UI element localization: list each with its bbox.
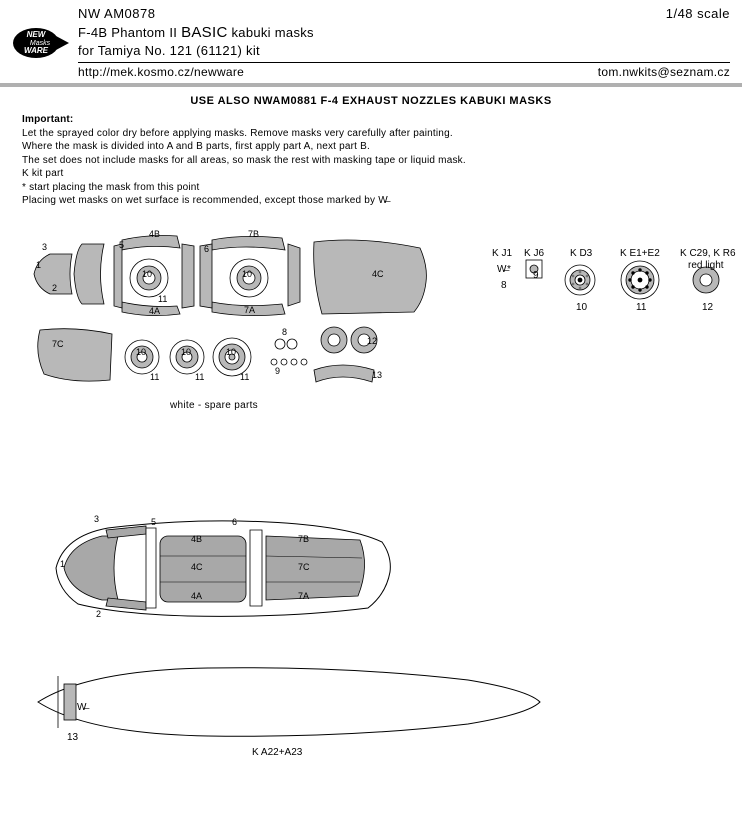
mask-label: 4B bbox=[149, 229, 160, 239]
ref-label: 9 bbox=[533, 270, 539, 281]
mask-label: 9 bbox=[275, 366, 280, 376]
mask-label: 10 bbox=[242, 269, 252, 279]
canopy-label: 5 bbox=[151, 517, 156, 527]
product-subtitle: for Tamiya No. 121 (61121) kit bbox=[78, 43, 730, 58]
mask-label: 10 bbox=[181, 347, 191, 357]
ref-label: 12 bbox=[702, 302, 713, 313]
ref-label: * bbox=[507, 264, 511, 275]
mask-label: 10 bbox=[136, 347, 146, 357]
ref-label: 11 bbox=[636, 302, 646, 313]
ref-label: K A22+A23 bbox=[252, 747, 302, 758]
mask-label: 1 bbox=[36, 260, 41, 270]
product-title: F-4B Phantom II BASIC kabuki masks bbox=[78, 24, 730, 41]
canopy-label: 7A bbox=[298, 591, 309, 601]
canopy-label: 4C bbox=[191, 562, 203, 572]
ref-label: W̶ bbox=[77, 702, 86, 713]
brand-logo: NEW Masks WARE bbox=[12, 22, 70, 64]
mask-label: 6 bbox=[204, 244, 209, 254]
ref-label: K C29, K R6 bbox=[680, 248, 736, 259]
canopy-label: 6 bbox=[232, 517, 237, 527]
instructions: Important: Let the sprayed color dry bef… bbox=[22, 113, 720, 208]
instruction-line: K kit part bbox=[22, 167, 720, 181]
mask-label: 13 bbox=[372, 370, 382, 380]
canopy-label: 2 bbox=[96, 609, 101, 619]
mask-label: 3 bbox=[42, 242, 47, 252]
instruction-line: Where the mask is divided into A and B p… bbox=[22, 140, 720, 154]
mask-label: 2 bbox=[52, 283, 57, 293]
canopy-diagram: 3 1 2 5 6 4B 4C 4A 7B 7C 7A bbox=[48, 512, 408, 642]
canopy-label: 7B bbox=[298, 534, 309, 544]
mask-label: 11 bbox=[150, 372, 159, 382]
ref-label: 10 bbox=[576, 302, 587, 313]
instruction-line: Placing wet masks on wet surface is reco… bbox=[22, 194, 720, 208]
mask-label: 7A bbox=[244, 305, 255, 315]
use-also-note: USE ALSO NWAM0881 F-4 EXHAUST NOZZLES KA… bbox=[22, 95, 720, 107]
mask-label: 11 bbox=[195, 372, 204, 382]
header-divider bbox=[0, 83, 742, 87]
sku: NW AM0878 bbox=[78, 6, 155, 21]
ref-label: K J6 bbox=[524, 248, 544, 259]
mask-label: 10 bbox=[226, 347, 236, 357]
canopy-label: 7C bbox=[298, 562, 310, 572]
instruction-line: * start placing the mask from this point bbox=[22, 181, 720, 195]
header-text: NW AM0878 1/48 scale F-4B Phantom II BAS… bbox=[78, 6, 730, 79]
mask-label: 7B bbox=[248, 229, 259, 239]
mask-label: 10 bbox=[142, 269, 152, 279]
diagram-area: 3124B567B4C10104A117A7C10101011111189121… bbox=[22, 222, 722, 802]
svg-text:NEW: NEW bbox=[27, 30, 47, 39]
url: http://mek.kosmo.cz/newware bbox=[78, 65, 244, 79]
header: NEW Masks WARE NW AM0878 1/48 scale F-4B… bbox=[0, 0, 742, 79]
mask-label: 8 bbox=[282, 327, 287, 337]
ref-label: W̶ bbox=[497, 264, 506, 275]
mask-label: 12 bbox=[367, 336, 377, 346]
mask-label: 5 bbox=[119, 240, 124, 250]
ref-label: K E1+E2 bbox=[620, 248, 660, 259]
canopy-label: 1 bbox=[60, 559, 65, 569]
mask-label: 11 bbox=[158, 294, 167, 304]
canopy-label: 3 bbox=[94, 514, 99, 524]
ref-label: red light bbox=[688, 260, 724, 271]
svg-text:WARE: WARE bbox=[24, 46, 49, 55]
email: tom.nwkits@seznam.cz bbox=[598, 65, 730, 79]
ref-label: 13 bbox=[67, 732, 78, 743]
ref-label: 8 bbox=[501, 280, 507, 291]
canopy-label: 4B bbox=[191, 534, 202, 544]
important-label: Important: bbox=[22, 113, 720, 127]
mask-label: 11 bbox=[240, 372, 249, 382]
mask-sheet: 3124B567B4C10104A117A7C10101011111189121… bbox=[22, 222, 442, 412]
ref-label: K J1 bbox=[492, 248, 512, 259]
instruction-line: The set does not include masks for all a… bbox=[22, 154, 720, 168]
canopy-label: 4A bbox=[191, 591, 202, 601]
ref-label: K D3 bbox=[570, 248, 592, 259]
instruction-line: Let the sprayed color dry before applyin… bbox=[22, 127, 720, 141]
content: USE ALSO NWAM0881 F-4 EXHAUST NOZZLES KA… bbox=[0, 95, 742, 802]
scale: 1/48 scale bbox=[666, 6, 730, 21]
mask-label: 4C bbox=[372, 269, 384, 279]
mask-label: 7C bbox=[52, 339, 64, 349]
mask-label: 4A bbox=[149, 306, 160, 316]
spare-parts-label: white - spare parts bbox=[170, 400, 258, 411]
